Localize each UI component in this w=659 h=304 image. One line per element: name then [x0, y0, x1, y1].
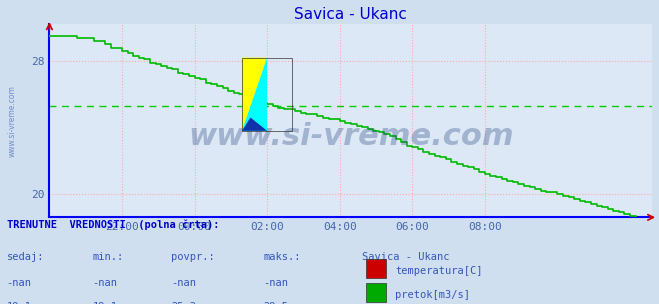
Text: sedaj:: sedaj:	[7, 252, 44, 262]
Text: -nan: -nan	[171, 278, 196, 288]
Text: 29,5: 29,5	[264, 302, 289, 304]
Text: 19,1: 19,1	[7, 302, 32, 304]
Bar	[242, 57, 293, 131]
Text: povpr.:: povpr.:	[171, 252, 215, 262]
Text: -nan: -nan	[264, 278, 289, 288]
Text: 25,3: 25,3	[171, 302, 196, 304]
Bar	[366, 259, 386, 278]
Polygon shape	[242, 118, 267, 131]
Text: temperatura[C]: temperatura[C]	[395, 266, 483, 276]
Title: Savica - Ukanc: Savica - Ukanc	[295, 7, 407, 22]
Text: maks.:: maks.:	[264, 252, 301, 262]
Text: www.si-vreme.com: www.si-vreme.com	[7, 85, 16, 157]
Polygon shape	[242, 57, 267, 131]
Text: TRENUTNE  VREDNOSTI  (polna črta):: TRENUTNE VREDNOSTI (polna črta):	[7, 220, 219, 230]
Bar	[366, 283, 386, 302]
Text: pretok[m3/s]: pretok[m3/s]	[395, 290, 471, 300]
Text: www.si-vreme.com: www.si-vreme.com	[188, 122, 514, 151]
Text: -nan: -nan	[92, 278, 117, 288]
Polygon shape	[242, 57, 267, 131]
Text: Savica - Ukanc: Savica - Ukanc	[362, 252, 450, 262]
Text: min.:: min.:	[92, 252, 123, 262]
Text: -nan: -nan	[7, 278, 32, 288]
Text: 19,1: 19,1	[92, 302, 117, 304]
